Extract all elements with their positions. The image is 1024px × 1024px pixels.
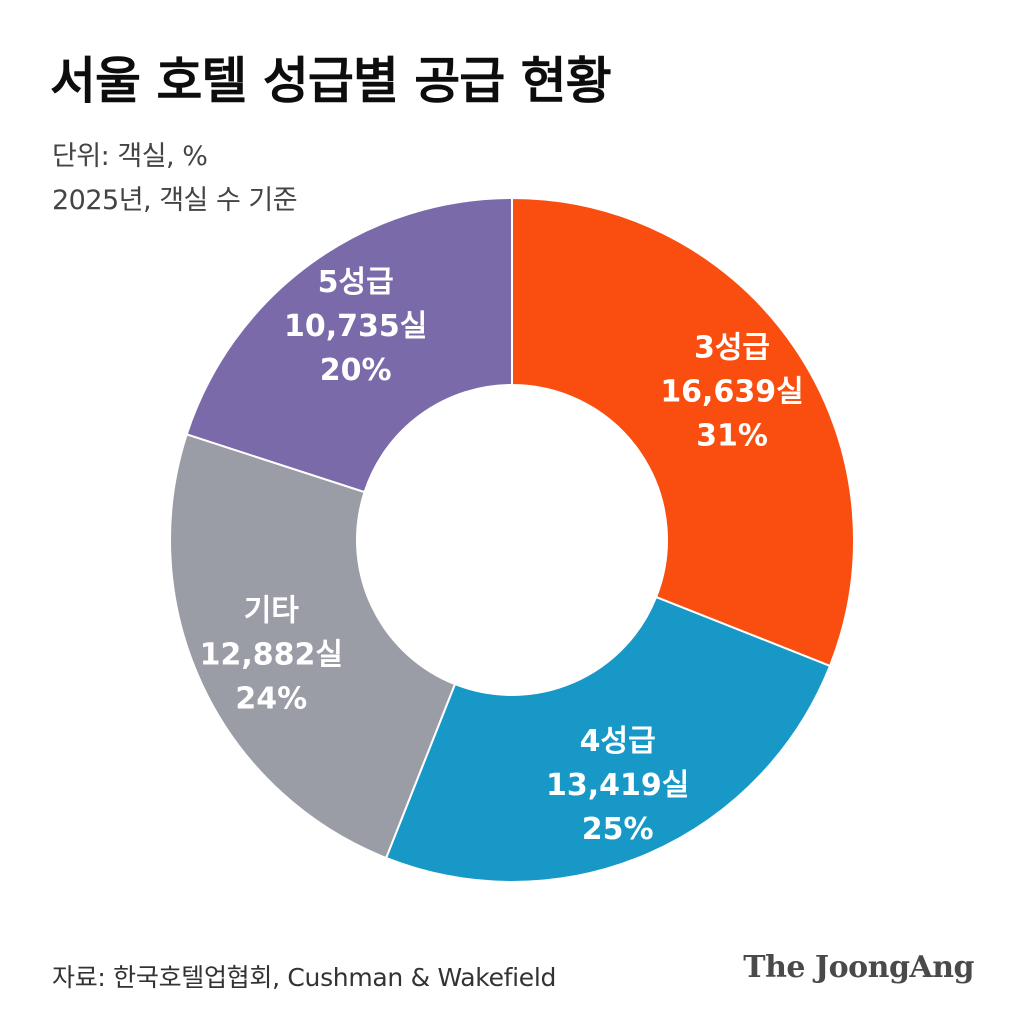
slice-2 xyxy=(169,433,457,860)
slice-2-name: 기타 xyxy=(244,593,300,628)
slice-3-name: 5성급 xyxy=(318,265,394,300)
slice-3 xyxy=(185,196,513,494)
slice-2-percent: 24% xyxy=(235,681,307,716)
brand-logo: The JoongAng xyxy=(743,950,974,985)
slice-3-value: 10,735실 xyxy=(284,309,427,344)
slice-2-value: 12,882실 xyxy=(200,637,343,672)
slice-0-name: 3성급 xyxy=(694,330,770,365)
slice-1 xyxy=(384,595,832,883)
slice-1-name: 4성급 xyxy=(580,724,656,759)
slice-0-percent: 31% xyxy=(696,418,768,453)
slice-1-value: 13,419실 xyxy=(546,768,689,803)
basis-note: 2025년, 객실 수 기준 xyxy=(52,185,298,216)
slice-3-percent: 20% xyxy=(320,353,392,388)
slice-1-percent: 25% xyxy=(582,812,654,847)
page-title: 서울 호텔 성급별 공급 현황 xyxy=(50,52,612,110)
unit-note: 단위: 객실, % xyxy=(52,141,208,172)
donut-slices xyxy=(169,196,855,883)
slice-0 xyxy=(511,196,855,668)
source-note: 자료: 한국호텔업협회, Cushman & Wakefield xyxy=(52,963,557,992)
slice-0-value: 16,639실 xyxy=(660,374,803,409)
donut-labels: 3성급 16,639실 31% 4성급 13,419실 25% 기타 12,882실 24% 5성… xyxy=(200,265,804,847)
